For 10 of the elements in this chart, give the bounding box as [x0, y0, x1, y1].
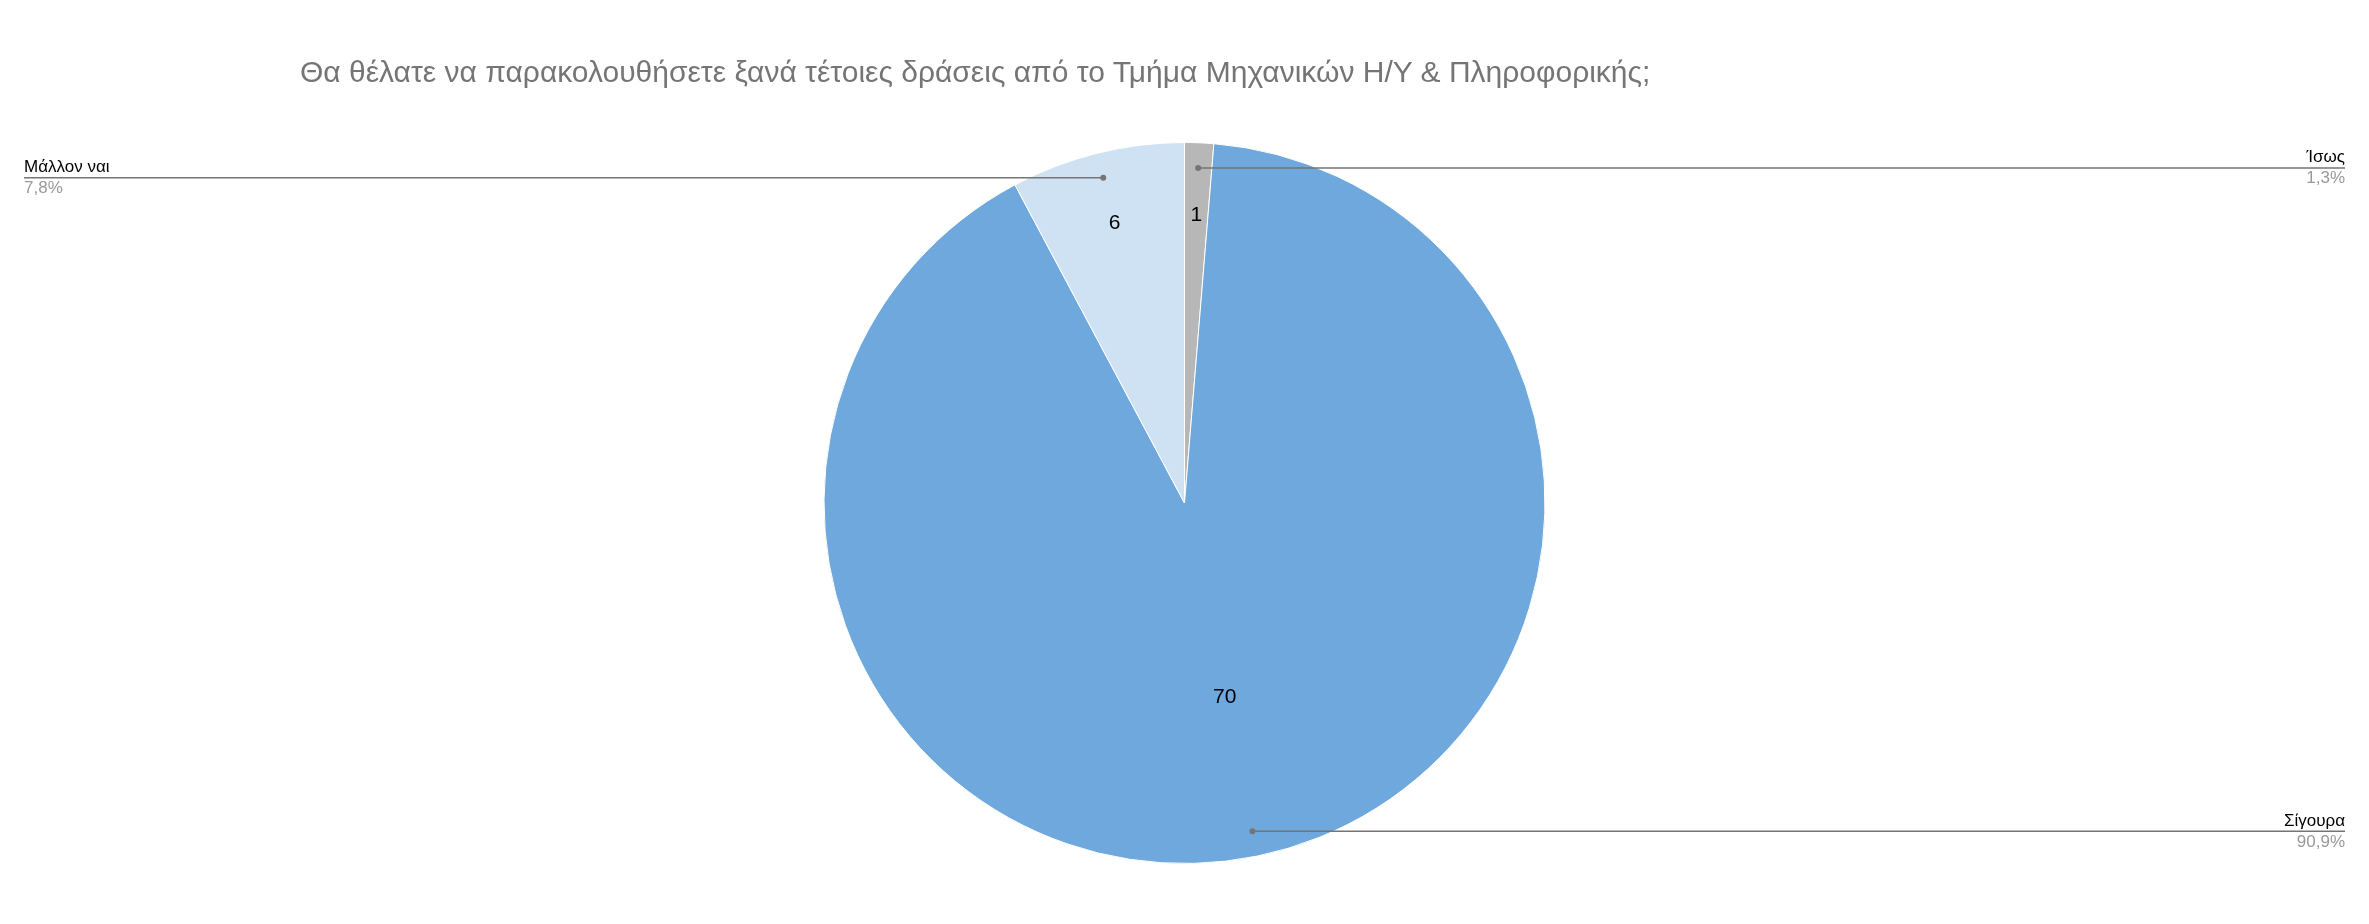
text: 1,3% [2306, 168, 2345, 188]
chart-title: Θα θέλατε να παρακολουθήσετε ξανά τέτοιες δράσεις από το Τμήμα Μηχανικών Η/Υ & Πληροφορικής; [300, 55, 1651, 89]
slice-label: Σίγουρα [2283, 810, 2346, 830]
data-label: 1 [1190, 201, 1203, 225]
text: 90,9% [2296, 831, 2345, 851]
slice-label: Ίσως [2305, 147, 2345, 167]
text: 7,8% [24, 177, 63, 197]
data-label: 70 [1212, 683, 1237, 707]
slice-label: Μάλλον ναι [24, 156, 110, 176]
data-label: 6 [1108, 210, 1121, 233]
